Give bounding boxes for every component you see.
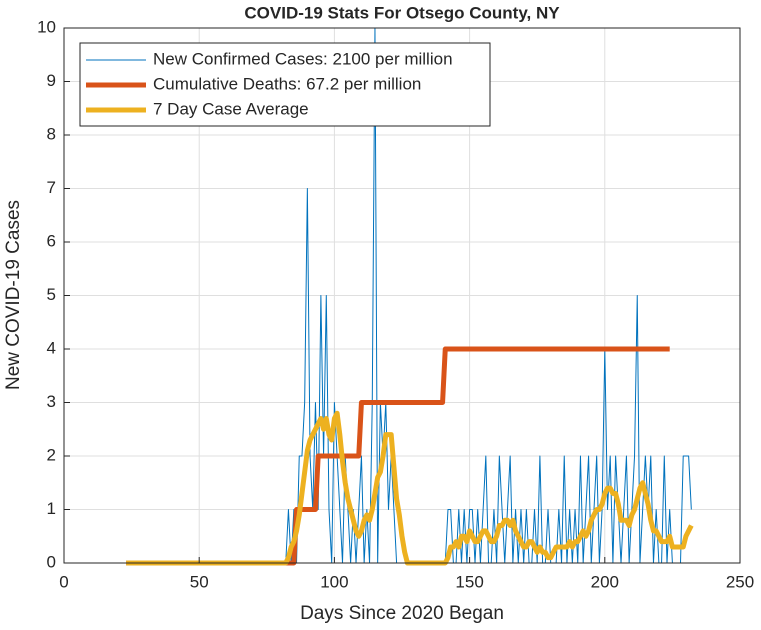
y-tick-label: 1	[47, 499, 56, 518]
y-tick-label: 3	[47, 392, 56, 411]
y-tick-label: 8	[47, 124, 56, 143]
y-tick-label: 5	[47, 285, 56, 304]
legend-box	[79, 42, 491, 127]
legend-label: New Confirmed Cases: 2100 per million	[153, 49, 453, 68]
legend-label: 7 Day Case Average	[153, 99, 309, 118]
legend: New Confirmed Cases: 2100 per million Cum…	[79, 42, 491, 127]
chart-title: COVID-19 Stats For Otsego County, NY	[244, 3, 560, 22]
x-tick-label: 200	[591, 572, 619, 591]
x-tick-label: 50	[190, 572, 209, 591]
x-tick-label: 0	[59, 572, 68, 591]
y-tick-label: 9	[47, 71, 56, 90]
y-axis-label: New COVID-19 Cases	[3, 200, 24, 390]
y-tick-label: 0	[47, 552, 56, 571]
y-tick-label: 4	[47, 338, 56, 357]
ticks: 0 50 100 150 200 250 0 1 2 3 4 5 6 7 8 9 10	[37, 17, 754, 591]
legend-label: Cumulative Deaths: 67.2 per million	[153, 74, 421, 93]
x-tick-label: 100	[320, 572, 348, 591]
x-tick-label: 150	[455, 572, 483, 591]
y-tick-label: 10	[37, 17, 56, 36]
x-axis-label: Days Since 2020 Began	[300, 603, 504, 624]
y-tick-label: 2	[47, 445, 56, 464]
y-tick-label: 7	[47, 178, 56, 197]
y-tick-label: 6	[47, 231, 56, 250]
x-tick-label: 250	[726, 572, 754, 591]
